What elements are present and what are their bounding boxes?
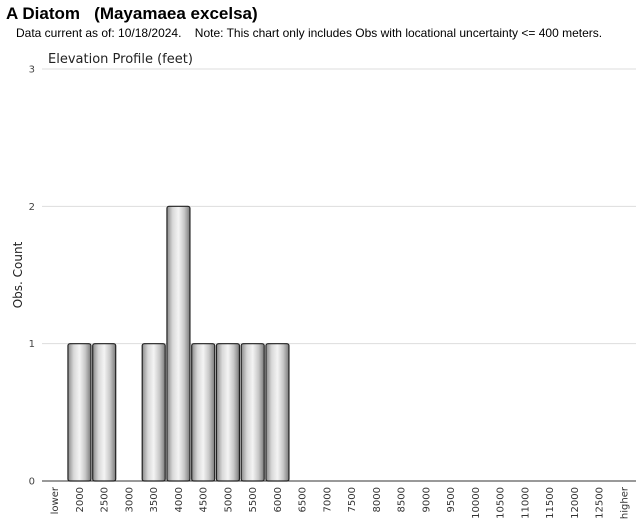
x-tick-label: 7500 [347,487,358,512]
x-tick-label: 2500 [100,487,111,512]
x-tick-label: 9500 [446,487,457,512]
y-tick-label: 1 [29,339,35,350]
bar-6000 [265,343,290,482]
x-tick-label: 3500 [149,487,160,512]
x-tick-label: 11000 [520,487,531,519]
bar-2500 [92,343,117,482]
x-tick-label: 4000 [174,487,185,512]
y-tick-label: 0 [29,477,35,488]
bar-5500 [240,343,265,482]
x-tick-label: 5500 [248,487,259,512]
x-tick-label: 9000 [421,487,432,512]
y-axis-label: Obs. Count [11,241,25,308]
x-tick-label: 3000 [124,487,135,512]
x-tick-label: 8500 [397,487,408,512]
x-tick-label: 12000 [570,487,581,519]
x-tick-label: 4500 [199,487,210,512]
x-tick-label: higher [619,486,630,519]
page-subtitle: Data current as of: 10/18/2024. Note: Th… [16,26,603,40]
y-tick-label: 2 [29,202,35,213]
x-tick-label: 2000 [75,487,86,512]
x-tick-label: 6500 [298,487,309,512]
page-title: A Diatom (Mayamaea excelsa) [6,4,258,23]
x-tick-label: 10500 [496,487,507,519]
bar-3500 [141,343,166,482]
x-tick-label: 6000 [273,487,284,512]
x-tick-label: 10000 [471,487,482,519]
x-tick-label: lower [50,486,61,514]
bar-2000 [67,343,92,482]
x-tick-label: 8000 [372,487,383,512]
x-tick-label: 7000 [322,487,333,512]
bar-4500 [191,343,216,482]
x-tick-label: 11500 [545,487,556,519]
y-tick-label: 3 [29,65,35,76]
x-tick-label: 12500 [595,487,606,519]
bar-5000 [215,343,241,482]
chart-title: Elevation Profile (feet) [48,52,193,67]
bar-4000 [166,205,191,482]
x-tick-label: 5000 [223,487,234,512]
